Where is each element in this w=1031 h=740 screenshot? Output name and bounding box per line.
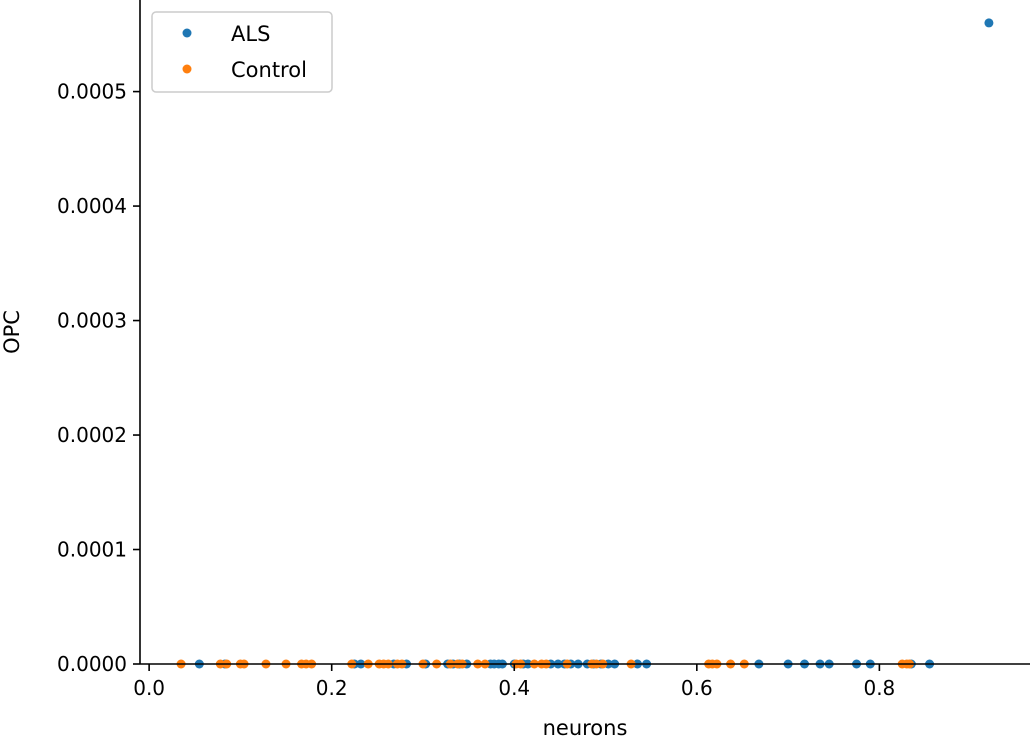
legend-marker-als — [182, 28, 192, 38]
legend-marker-control — [182, 64, 192, 74]
plot-area — [176, 18, 994, 669]
x-ticks: 0.0 0.2 0.4 0.6 0.8 — [133, 664, 895, 700]
legend-label-control: Control — [231, 58, 307, 82]
y-tick-label: 0.0005 — [57, 80, 127, 104]
x-tick-label: 0.4 — [498, 676, 530, 700]
legend-frame — [151, 11, 333, 93]
y-tick-label: 0.0002 — [57, 423, 127, 447]
x-tick-label: 0.0 — [133, 676, 165, 700]
legend-label-als: ALS — [231, 22, 270, 46]
y-ticks: 0.0000 0.0001 0.0002 0.0003 0.0004 0.0005 — [57, 80, 140, 676]
x-tick-label: 0.6 — [681, 676, 713, 700]
y-tick-label: 0.0004 — [57, 194, 127, 218]
x-axis-label: neurons — [543, 716, 628, 740]
legend: ALS Control — [151, 11, 333, 93]
y-tick-label: 0.0000 — [57, 652, 127, 676]
y-axis-label: OPC — [0, 310, 24, 354]
x-tick-label: 0.8 — [863, 676, 895, 700]
x-tick-label: 0.2 — [316, 676, 348, 700]
data-point-als — [984, 18, 994, 28]
y-tick-label: 0.0001 — [57, 538, 127, 562]
y-tick-label: 0.0003 — [57, 309, 127, 333]
